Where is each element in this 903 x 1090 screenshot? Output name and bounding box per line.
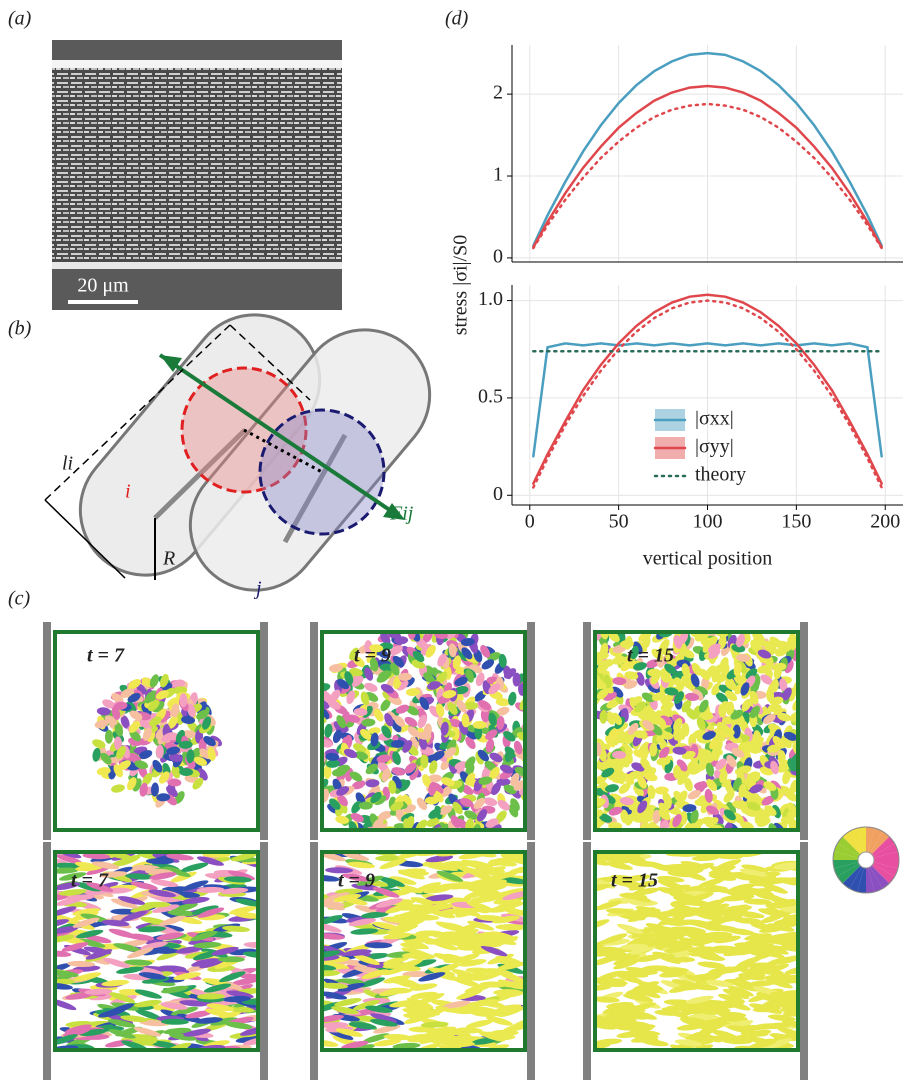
cell — [425, 797, 439, 805]
snapshot: t = 7 — [43, 622, 268, 840]
x-tick-label: 150 — [781, 511, 811, 533]
cell — [388, 832, 404, 843]
wall — [260, 622, 268, 840]
cell — [712, 747, 720, 761]
wall — [260, 842, 268, 1080]
legend-label: |σyy| — [695, 436, 734, 458]
snapshots: t = 7 t = 9 t = 15 t = 7 t = 9 t = 15 — [41, 620, 812, 1080]
x-tick-label: 200 — [870, 511, 900, 533]
x-tick-label: 0 — [525, 511, 535, 533]
snapshot: t = 9 — [303, 620, 544, 860]
wall — [43, 622, 51, 840]
cells — [91, 673, 224, 810]
wall — [527, 622, 535, 840]
cell — [403, 831, 417, 847]
cell — [383, 1033, 411, 1040]
snapshot: t = 9 — [308, 842, 539, 1080]
cells — [588, 624, 806, 838]
time-label: t = 15 — [627, 645, 674, 667]
wall — [583, 622, 591, 840]
cell — [359, 802, 373, 810]
panel-label: (b) — [8, 318, 32, 340]
panel-label: (c) — [8, 588, 31, 610]
cell — [442, 835, 458, 848]
cell — [446, 832, 458, 848]
y-tick-label: 0 — [493, 483, 503, 505]
diagram-label: R — [162, 548, 175, 570]
legend-label: theory — [695, 464, 746, 486]
cell — [179, 693, 187, 707]
cell — [410, 836, 425, 852]
diagram-label: i — [125, 481, 131, 503]
snapshot: t = 7 — [41, 842, 272, 1080]
snapshot: t = 15 — [581, 842, 812, 1080]
wall — [310, 842, 318, 1080]
time-label: t = 7 — [71, 870, 109, 892]
cell — [418, 833, 433, 843]
diagram-label: li — [62, 453, 73, 475]
micrograph: 20 μm — [52, 40, 342, 310]
x-tick-label: 100 — [693, 511, 723, 533]
x-axis-label: vertical position — [643, 548, 772, 570]
wall — [583, 842, 591, 1080]
cell — [365, 832, 378, 848]
panel-label: (d) — [445, 8, 469, 30]
color-wheel — [833, 827, 899, 893]
wheel-hole — [858, 852, 874, 868]
diagram-label: Fij — [389, 503, 414, 525]
cell — [445, 832, 461, 845]
diagram: li i j R Fij — [45, 288, 456, 616]
charts: stress |σi|/S0 0 1 2 0 0.5 1.0 0 50 100 150 200 ver… — [450, 45, 903, 570]
cells — [303, 620, 544, 860]
wall — [800, 622, 808, 840]
cell — [105, 730, 113, 744]
wall — [800, 842, 808, 1080]
y-tick-label: 1 — [493, 164, 503, 186]
cell — [694, 781, 709, 791]
wall — [527, 842, 535, 1080]
cell — [368, 838, 383, 848]
cell — [406, 834, 420, 850]
time-label: t = 15 — [611, 870, 658, 892]
wall — [43, 842, 51, 1080]
scale-bar-label: 20 μm — [77, 275, 129, 297]
wall — [310, 622, 318, 840]
x-tick-label: 50 — [609, 511, 629, 533]
y-axis-label: stress |σi|/S0 — [450, 235, 472, 335]
legend-label: |σxx| — [695, 408, 734, 430]
cell — [110, 783, 125, 794]
y-tick-label: 0.5 — [478, 386, 503, 408]
y-tick-label: 1.0 — [478, 288, 503, 310]
time-label: t = 7 — [87, 645, 125, 667]
cell — [391, 766, 406, 777]
figure: (a) (b) (c) (d) 20 μm li i j R Fij t = 7… — [0, 0, 903, 1090]
time-label: t = 9 — [354, 645, 391, 667]
y-tick-label: 0 — [493, 245, 503, 267]
panel-label: (a) — [8, 8, 32, 30]
y-tick-label: 2 — [493, 82, 503, 104]
cell — [463, 831, 479, 844]
cell — [459, 832, 475, 846]
cell — [363, 681, 379, 693]
time-label: t = 9 — [338, 870, 375, 892]
snapshot: t = 15 — [583, 622, 808, 840]
cell — [428, 838, 442, 847]
